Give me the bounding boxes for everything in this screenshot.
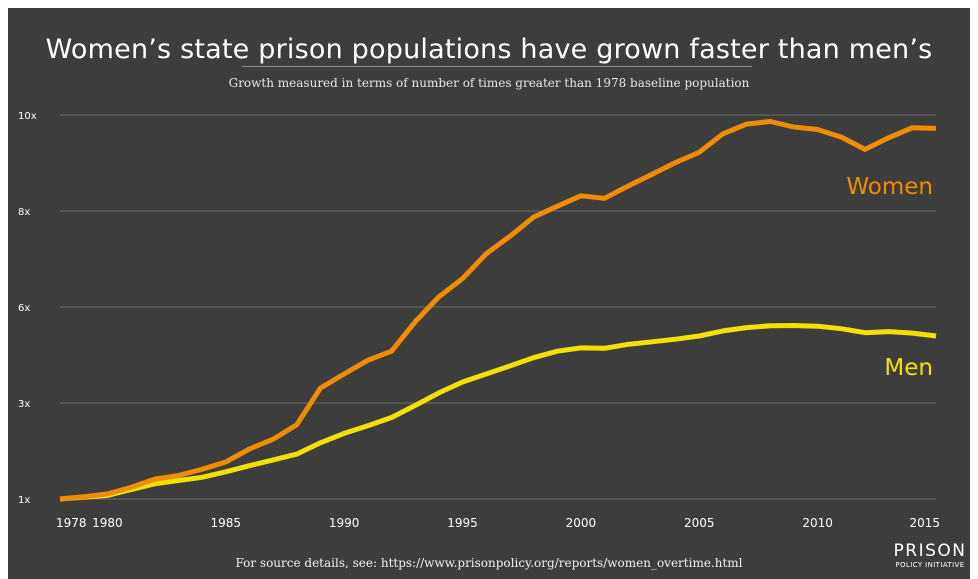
title-divider [242, 66, 752, 67]
chart-frame: Women’s state prison populations have gr… [8, 8, 970, 579]
x-tick-label: 2000 [566, 516, 597, 530]
series-label-women: Women [846, 174, 933, 200]
x-tick-label: 2015 [909, 516, 940, 530]
x-tick-label: 1995 [447, 516, 478, 530]
series-label-men: Men [884, 355, 933, 381]
x-tick-label: 2010 [802, 516, 833, 530]
y-tick-label: 10x [18, 111, 37, 122]
source-note: For source details, see: https://www.pri… [235, 556, 743, 570]
y-tick-label: 8x [18, 207, 30, 218]
prison-policy-initiative-logo: PRISON POLICY INITIATIVE [892, 542, 968, 570]
logo-text-main: PRISON [893, 541, 967, 561]
series-line-men [59, 323, 937, 502]
y-tick-label: 3x [18, 399, 30, 410]
x-tick-label: 1990 [329, 516, 360, 530]
series-line-women [59, 119, 937, 502]
x-tick-label: 1980 [92, 516, 123, 530]
logo-text-sub: POLICY INITIATIVE [895, 561, 965, 569]
y-tick-label: 6x [18, 303, 30, 314]
chart-subtitle: Growth measured in terms of number of ti… [228, 76, 750, 90]
x-tick-label: 1978 [56, 516, 87, 530]
y-tick-label: 1x [18, 495, 30, 506]
x-tick-label: 2005 [684, 516, 715, 530]
chart-title: Women’s state prison populations have gr… [45, 34, 933, 65]
x-tick-label: 1985 [210, 516, 241, 530]
line-chart: 1x 3x 6x 8x 10x 1978 1980 1985 1990 1995 2000 2005 2… [18, 111, 940, 530]
